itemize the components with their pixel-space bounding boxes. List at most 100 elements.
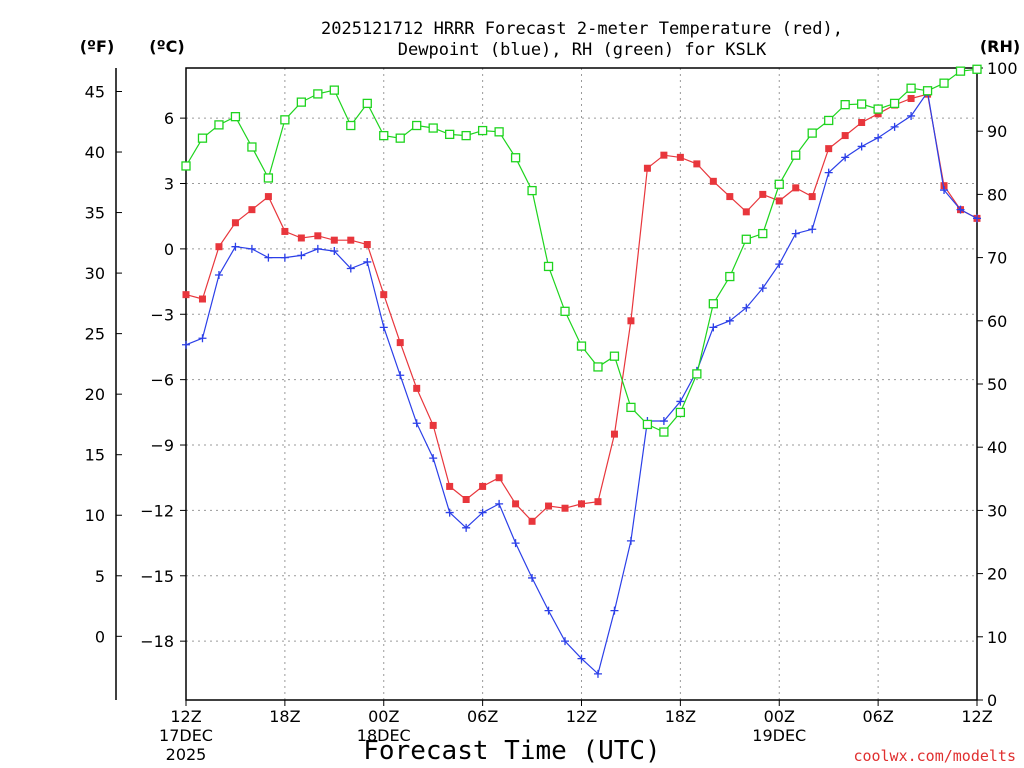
rh-point (412, 120, 422, 131)
temperature-point (643, 164, 651, 172)
rh-point (197, 133, 208, 143)
rh-point (527, 185, 537, 196)
celsius-tick-label: −15 (140, 567, 174, 586)
x-tick-label: 12Z (961, 707, 992, 726)
temperature-point (610, 430, 618, 438)
plot-frame (185, 67, 978, 701)
temperature-point (874, 110, 882, 118)
temperature-point (231, 219, 239, 227)
temperature-point (330, 236, 338, 244)
celsius-tick-label: 3 (164, 175, 174, 194)
x-tick-label: 12Z (170, 707, 201, 726)
dewpoint-point (890, 122, 899, 131)
x-year-label: 2025 (166, 745, 207, 764)
rh-point (856, 99, 867, 109)
dewpoint-point (791, 229, 800, 238)
rh-point (774, 179, 784, 189)
fahrenheit-tick-label: 45 (85, 82, 105, 101)
x-tick-label: 06Z (467, 707, 498, 726)
temperature-point (182, 291, 190, 299)
dewpoint-point (363, 257, 372, 266)
temperature-point (363, 241, 371, 249)
dewpoint-point (429, 454, 438, 463)
dewpoint-point (544, 606, 553, 615)
dewpoint-point (313, 244, 322, 253)
dewpoint-point (280, 253, 289, 262)
dewpoint-point (297, 251, 306, 260)
rh-point (758, 228, 768, 239)
fahrenheit-tick-label: 35 (85, 204, 105, 223)
rh-tick-label: 80 (987, 185, 1007, 204)
temperature-point (709, 177, 717, 185)
fahrenheit-tick-label: 15 (85, 446, 105, 465)
dewpoint-point (775, 260, 784, 269)
dewpoint-point (346, 264, 355, 273)
rh-tick-label: 10 (987, 628, 1007, 647)
fahrenheit-tick-label: 0 (95, 627, 105, 646)
temperature-point (215, 243, 223, 251)
rh-tick-label: 30 (987, 501, 1007, 520)
dewpoint-point (742, 303, 751, 312)
temperature-point (693, 160, 701, 168)
rh-point (593, 362, 603, 372)
fahrenheit-unit-label: (ºF) (80, 37, 115, 56)
credit-text: coolwx.com/modelts (853, 747, 1016, 765)
celsius-tick-label: 0 (164, 240, 174, 259)
dewpoint-point (462, 523, 471, 532)
temperature-point (907, 95, 915, 103)
rh-point (445, 129, 455, 140)
temperature-point (347, 236, 355, 244)
temperature-point (825, 145, 833, 153)
x-tick-label: 06Z (862, 707, 893, 726)
x-date-label: 17DEC (159, 726, 213, 745)
rh-tick-label: 20 (987, 565, 1007, 584)
celsius-tick-label: −18 (140, 632, 174, 651)
rh-point (708, 299, 718, 309)
celsius-tick-label: −12 (140, 501, 174, 520)
dewpoint-series-line (185, 90, 978, 675)
dewpoint-point (725, 316, 734, 325)
rh-point (626, 402, 636, 413)
rh-tick-label: 60 (987, 312, 1007, 331)
rh-point (824, 115, 834, 126)
dewpoint-point (379, 323, 388, 332)
temperature-point (775, 197, 783, 205)
rh-point (922, 86, 933, 96)
dewpoint-point (445, 508, 454, 517)
dewpoint-point (610, 606, 619, 615)
rh-point (692, 369, 702, 379)
grid-lines (186, 68, 977, 700)
fahrenheit-tick-label: 40 (85, 143, 105, 162)
fahrenheit-tick-label: 20 (85, 385, 105, 404)
dewpoint-point (709, 323, 718, 332)
fahrenheit-tick-label: 25 (85, 325, 105, 344)
temperature-point (297, 234, 305, 242)
rh-tick-label: 0 (987, 691, 997, 710)
dewpoint-point (182, 340, 190, 349)
rh-point (461, 130, 471, 141)
rh-point (214, 120, 224, 130)
rh-point (560, 306, 570, 316)
fahrenheit-tick-label: 30 (85, 264, 105, 283)
temperature-point (264, 193, 272, 201)
temperature-point (627, 317, 635, 325)
temperature-point (561, 504, 569, 512)
rh-point (510, 153, 521, 163)
dewpoint-point (758, 284, 767, 293)
temperature-point (759, 190, 767, 198)
rh-tick-label: 40 (987, 438, 1007, 457)
rh-point (263, 173, 274, 183)
rh-point (576, 341, 587, 351)
rh-point (939, 78, 949, 88)
rh-point (659, 427, 669, 437)
x-date-label: 19DEC (752, 726, 806, 745)
celsius-tick-label: 6 (164, 109, 174, 128)
dewpoint-point (412, 419, 421, 428)
rh-point (791, 150, 801, 160)
temperature-point (413, 384, 421, 392)
dewpoint-point (198, 334, 207, 343)
rh-point (230, 112, 241, 122)
rh-tick-label: 90 (987, 122, 1007, 141)
chart-title-line2: Dewpoint (blue), RH (green) for KSLK (398, 40, 767, 60)
